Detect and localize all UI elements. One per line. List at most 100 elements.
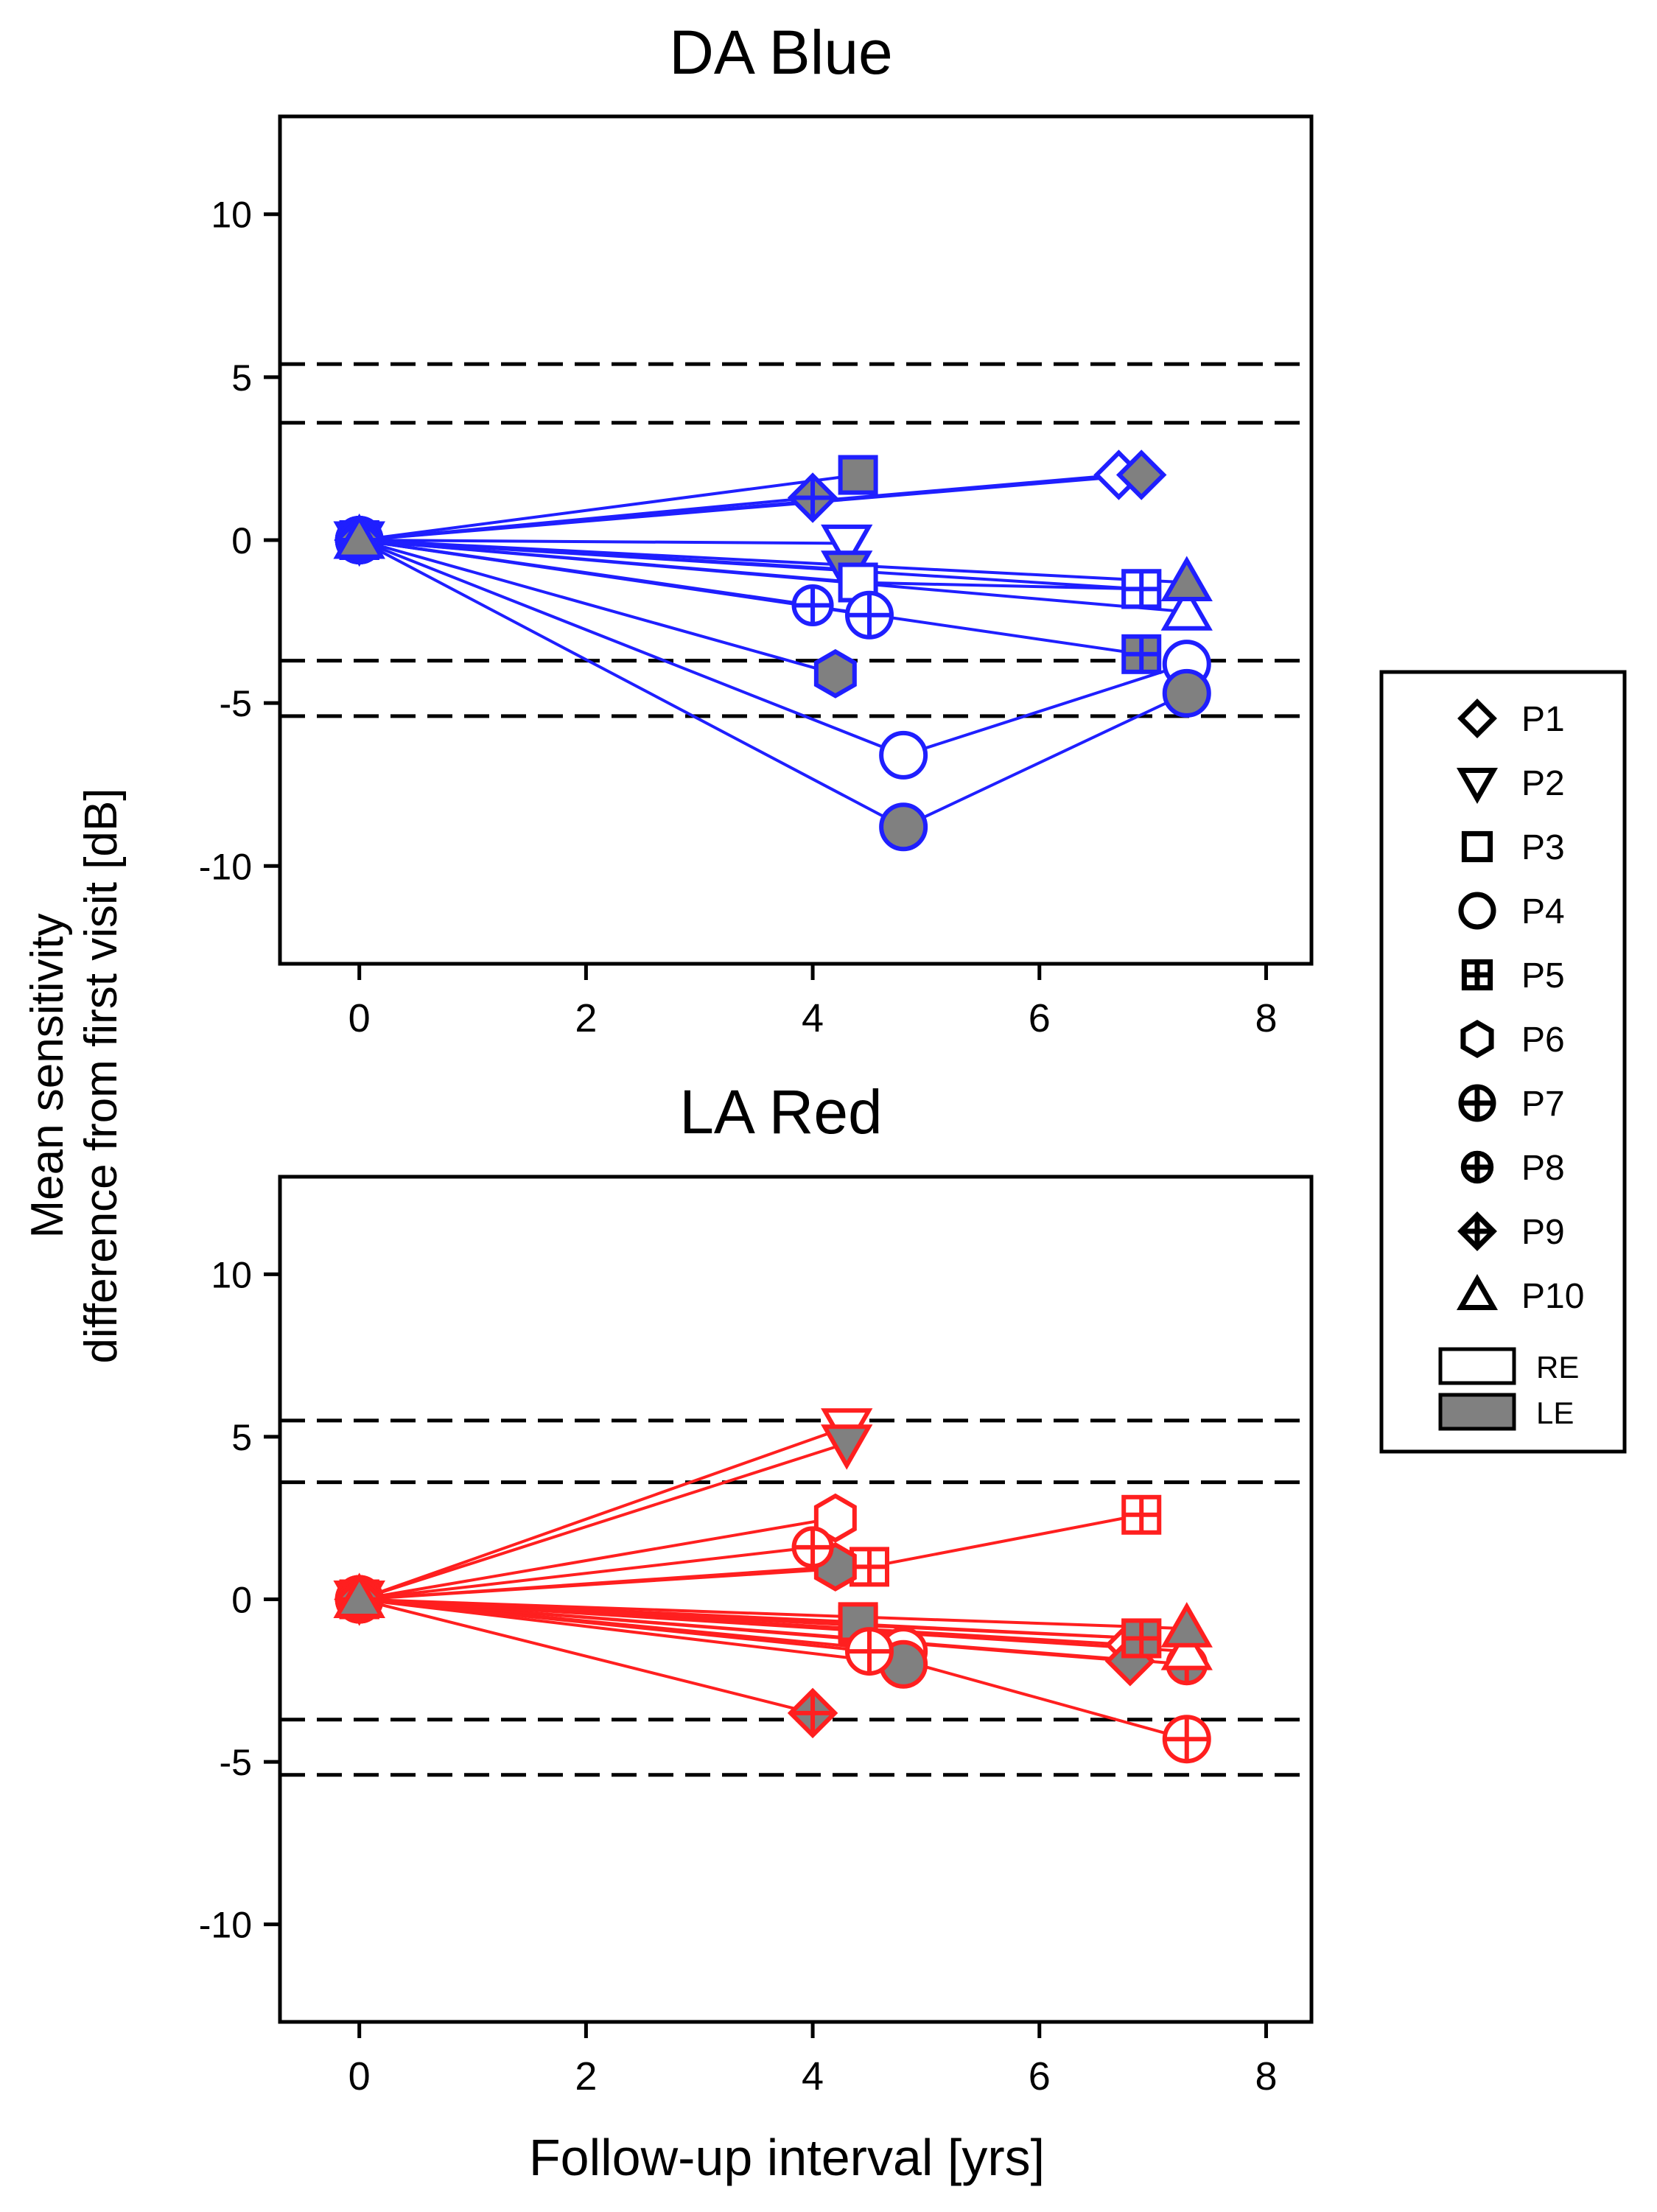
- series-line-p5-le: [359, 1597, 1142, 1640]
- chart-da-blue: DA Blue 0 2 4 6 8 10 5 0 -5 -10: [199, 18, 1314, 1040]
- series-line-p4-le: [359, 1597, 904, 1666]
- y-tick-label: -10: [199, 1905, 252, 1946]
- data-point-p4-le: [879, 802, 928, 852]
- series-line-p10-le: [359, 539, 1187, 584]
- data-point-p10-le: [1160, 1602, 1213, 1648]
- legend-label-p5: P5: [1521, 956, 1565, 995]
- data-point-p10-re: [1160, 585, 1213, 631]
- legend-label-p7: P7: [1521, 1085, 1565, 1124]
- legend-label-p6: P6: [1521, 1021, 1565, 1060]
- data-point-p5-re: [1121, 1494, 1162, 1535]
- data-point-p9-le: [787, 1687, 838, 1739]
- y-axis-label-line1: Mean sensitivity: [22, 913, 73, 1238]
- series-line-p10-re: [359, 539, 1187, 614]
- data-point-p4-le: [1162, 668, 1211, 718]
- legend-label-p2: P2: [1521, 764, 1565, 803]
- data-point-p6-le: [813, 648, 857, 699]
- legend-label-le: LE: [1536, 1396, 1574, 1430]
- data-point-p2-re: [821, 524, 873, 570]
- legend-swatch-le: [1438, 1393, 1516, 1431]
- y-tick-label: -5: [220, 683, 252, 724]
- data-point-p10-le: [333, 1572, 385, 1618]
- plot-area: 0 2 4 6 8 10 5 0 -5 -10: [199, 1254, 1311, 2099]
- data-point-p8-re: [791, 1526, 834, 1569]
- x-tick-label: 2: [575, 2054, 597, 2099]
- legend-label-p10: P10: [1521, 1277, 1584, 1316]
- data-point-p6-re: [813, 1493, 857, 1543]
- data-point-p4-re: [879, 730, 928, 780]
- x-tick-label: 2: [575, 996, 597, 1040]
- data-point-p5-re: [849, 1547, 889, 1587]
- data-point-p7-re: [845, 1627, 894, 1676]
- legend-label-p8: P8: [1521, 1149, 1565, 1188]
- legend-marker-p1: [1457, 699, 1497, 738]
- series-line-p10-re: [359, 1597, 1187, 1653]
- legend-marker-p9: [1457, 1211, 1497, 1251]
- data-point-p7-re: [1162, 1715, 1211, 1764]
- y-tick-label: 0: [231, 1580, 252, 1621]
- series-line-p2-re: [359, 1425, 847, 1601]
- series-line-p6-re: [359, 1516, 836, 1601]
- chart-title: DA Blue: [669, 18, 893, 87]
- y-tick-label: 10: [211, 1254, 252, 1295]
- series-line-p8-re: [359, 1545, 813, 1601]
- series-line-p6-le: [359, 1565, 835, 1601]
- legend-label-p3: P3: [1521, 828, 1565, 867]
- legend-marker-p3: [1461, 830, 1493, 863]
- legend-label-p1: P1: [1521, 700, 1565, 739]
- chart-la-red: LA Red 0 2 4 6 8 10 5 0 -5 -10: [199, 1077, 1314, 2099]
- x-tick-label: 8: [1255, 996, 1277, 1040]
- y-tick-label: 5: [231, 357, 252, 399]
- legend-marker-p6: [1460, 1019, 1494, 1059]
- series-line-p10-le: [359, 1597, 1187, 1631]
- series-line-p2-le: [359, 1441, 847, 1601]
- x-tick-label: 6: [1029, 996, 1051, 1040]
- plot-frame: [278, 1175, 1314, 2024]
- y-tick-label: -10: [199, 846, 252, 887]
- data-point-p5-le: [1121, 1618, 1162, 1659]
- y-tick-label: 0: [231, 520, 252, 561]
- legend-marker-p8: [1460, 1150, 1494, 1184]
- y-tick-label: -5: [220, 1742, 252, 1783]
- legend: P1 P2 P3 P4 P5 P6 P7 P8 P9 P10 RE LE: [1379, 670, 1627, 1454]
- x-axis-label: Follow-up interval [yrs]: [529, 2129, 1045, 2186]
- series-line-p8-re: [359, 539, 813, 607]
- plot-area: 0 2 4 6 8 10 5 0 -5 -10: [199, 195, 1311, 1040]
- chart-title: LA Red: [679, 1077, 883, 1147]
- data-point-p3-le: [838, 455, 878, 495]
- x-tick-label: 0: [348, 996, 371, 1040]
- x-tick-label: 4: [802, 996, 824, 1040]
- series-line-p6-le: [359, 539, 836, 676]
- legend-frame: [1379, 670, 1627, 1454]
- series-line-p8-le: [359, 1597, 1187, 1666]
- legend-swatch-re: [1438, 1347, 1516, 1385]
- data-point-p10-re: [1160, 1625, 1213, 1670]
- data-point-p5-re: [1121, 569, 1162, 609]
- series-line-p2-re: [359, 539, 847, 545]
- x-tick-label: 0: [348, 2054, 371, 2099]
- legend-label-p9: P9: [1521, 1213, 1565, 1252]
- legend-marker-p5: [1461, 959, 1493, 991]
- legend-label-p4: P4: [1521, 892, 1565, 931]
- series-line-p4-re: [358, 539, 1188, 757]
- data-point-p10-le: [1160, 556, 1213, 601]
- x-tick-label: 6: [1029, 2054, 1051, 2099]
- y-tick-label: 10: [211, 195, 252, 236]
- data-point-p10-le: [333, 513, 385, 559]
- data-point-p9-le: [787, 472, 838, 523]
- x-tick-label: 4: [802, 2054, 824, 2099]
- x-tick-label: 8: [1255, 2054, 1277, 2099]
- y-axis-label-line2: difference from first visit [dB]: [76, 788, 127, 1364]
- series-line-p9-le: [359, 496, 813, 542]
- legend-label-re: RE: [1536, 1350, 1579, 1385]
- data-point-p2-le: [821, 1424, 873, 1470]
- data-point-p1-le: [1115, 449, 1167, 500]
- legend-marker-p10: [1456, 1273, 1499, 1310]
- series-line-p9-le: [359, 1597, 813, 1715]
- y-tick-label: 5: [231, 1417, 252, 1458]
- series-line-p3-le: [359, 473, 858, 542]
- legend-marker-p4: [1458, 892, 1496, 930]
- legend-marker-p7: [1458, 1084, 1496, 1122]
- data-point-p7-re: [845, 590, 894, 640]
